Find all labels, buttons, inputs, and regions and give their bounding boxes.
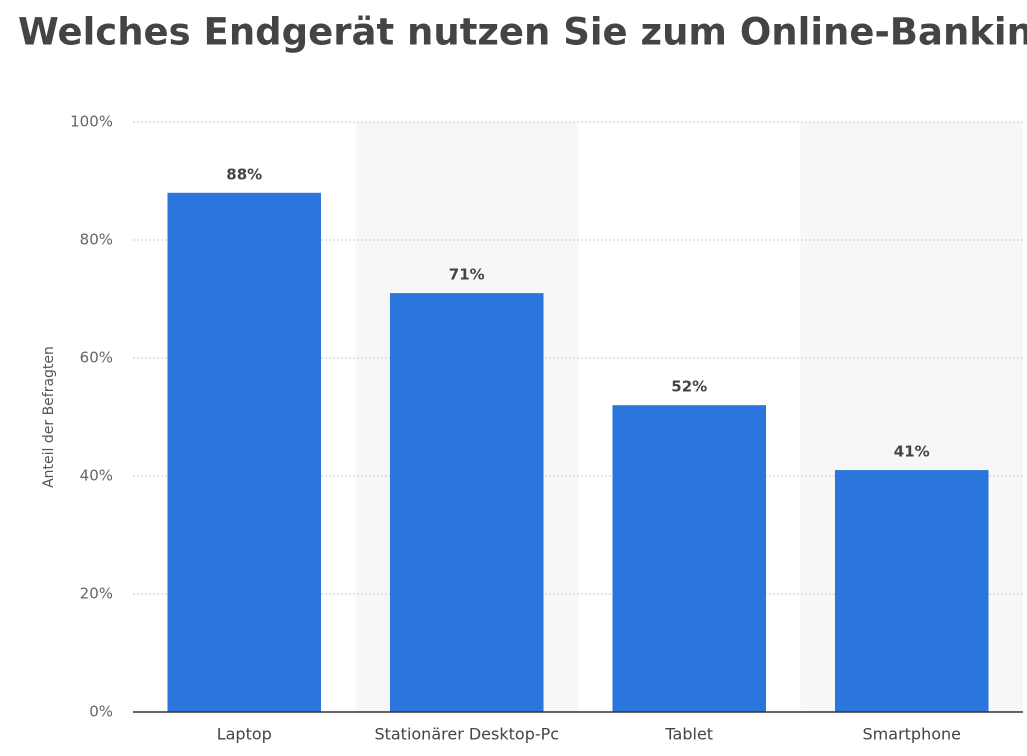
value-label: 71% <box>449 266 485 284</box>
y-tick-label: 0% <box>89 703 113 721</box>
chart-title: Welches Endgerät nutzen Sie zum Online-B… <box>18 11 1027 54</box>
bar <box>167 192 322 713</box>
y-tick-label: 80% <box>80 231 113 249</box>
y-tick-label: 20% <box>80 585 113 603</box>
y-axis-title: Anteil der Befragten <box>41 346 57 488</box>
y-tick-label: 60% <box>80 349 113 367</box>
x-tick-label: Tablet <box>664 725 713 744</box>
x-tick-label: Smartphone <box>863 725 961 744</box>
bar <box>389 293 544 712</box>
bar <box>612 405 767 712</box>
x-tick-label: Stationärer Desktop-Pc <box>374 725 559 744</box>
y-tick-label: 40% <box>80 467 113 485</box>
value-label: 41% <box>894 443 930 461</box>
y-tick-label: 100% <box>70 113 113 131</box>
value-label: 88% <box>226 165 262 183</box>
bar <box>834 470 989 712</box>
x-tick-label: Laptop <box>217 725 272 744</box>
value-label: 52% <box>671 378 707 396</box>
